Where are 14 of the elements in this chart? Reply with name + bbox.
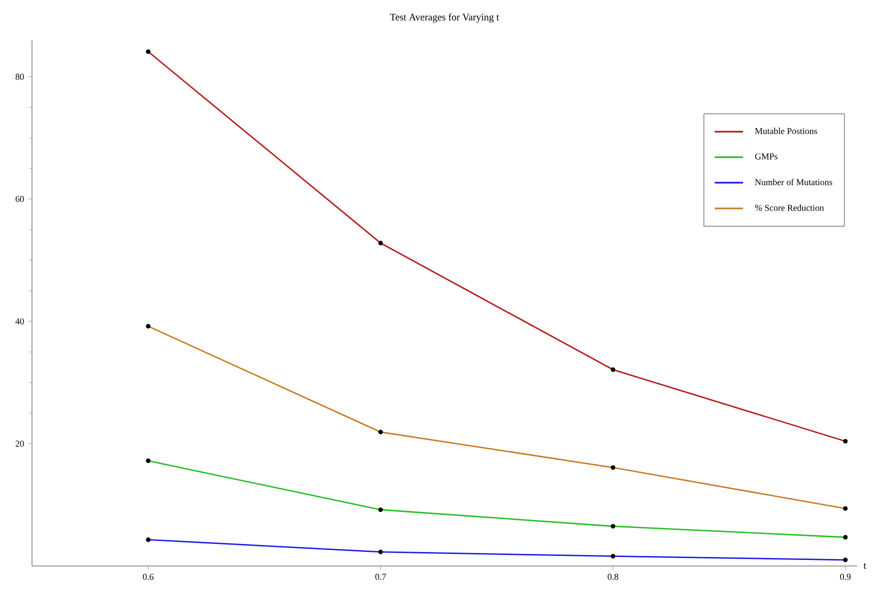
y-tick-label: 80: [16, 74, 24, 80]
legend-label: % Score Reduction: [755, 204, 824, 211]
y-tick-label: 60: [16, 196, 24, 202]
legend-label: Mutable Postions: [755, 128, 817, 134]
x-tick-label: 0.6: [142, 574, 154, 580]
y-tick-label: 40: [15, 318, 24, 324]
x-axis-title: t: [864, 563, 866, 569]
y-tick-label: 20: [16, 440, 24, 447]
x-tick-label: 0.7: [375, 574, 386, 580]
x-tick-label: 0.9: [840, 574, 851, 580]
chart-title: Test Averages for Varying t: [390, 13, 500, 23]
legend-label: GMPs: [755, 153, 778, 160]
legend-label: Number of Mutations: [755, 178, 832, 186]
x-tick-label: 0.8: [608, 574, 618, 580]
